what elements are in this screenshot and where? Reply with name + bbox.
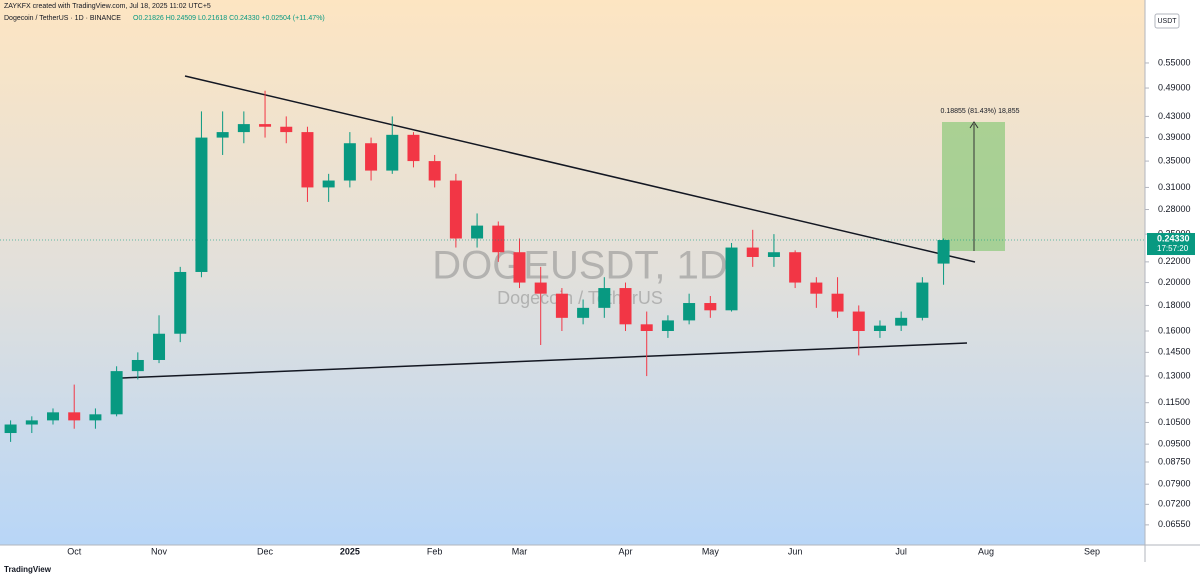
watermark-subtitle: Dogecoin / TetherUS [497, 288, 663, 308]
x-tick-label: Jul [895, 546, 907, 556]
candle-body [343, 143, 356, 181]
candle-body [428, 161, 441, 181]
candle-body [68, 412, 81, 421]
last-price-label: 0.24330 [1157, 233, 1190, 243]
y-tick-label: 0.49000 [1158, 82, 1191, 92]
x-tick-label: 2025 [340, 546, 360, 556]
y-tick-label: 0.07200 [1158, 499, 1191, 509]
x-tick-label: Dec [257, 546, 274, 556]
candle-body [89, 414, 102, 421]
candle-body [301, 132, 314, 188]
x-tick-label: Oct [67, 546, 82, 556]
candle-body [110, 371, 123, 415]
candle-body [916, 282, 929, 318]
candle-body [259, 124, 272, 127]
y-tick-label: 0.31000 [1158, 182, 1191, 192]
candle-body [237, 124, 250, 133]
candle-body [555, 293, 568, 318]
y-tick-label: 0.16000 [1158, 325, 1191, 335]
credit: ZAYKFX created with TradingView.com, Jul… [4, 3, 211, 10]
y-tick-label: 0.43000 [1158, 111, 1191, 121]
lower-trendline [121, 342, 968, 379]
candle-body [661, 320, 674, 331]
currency: USDT [1157, 18, 1177, 25]
candle-body [216, 132, 229, 138]
y-tick-label: 0.22000 [1158, 256, 1191, 266]
ohlc: O0.21826 H0.24509 L0.21618 C0.24330 +0.0… [133, 15, 325, 22]
y-tick-label: 0.20000 [1158, 277, 1191, 287]
symbol: Dogecoin / TetherUS · 1D · BINANCE [4, 15, 121, 22]
candle-body [513, 252, 526, 283]
upper-trendline [184, 75, 976, 263]
y-tick-label: 0.06550 [1158, 519, 1191, 529]
x-tick-label: Nov [151, 546, 168, 556]
candle-body [725, 247, 738, 311]
candle-body [683, 303, 696, 321]
candle-body [131, 359, 144, 372]
candle-body [704, 303, 717, 311]
candle-body [322, 180, 335, 188]
candle-body [471, 225, 484, 239]
y-tick-label: 0.55000 [1158, 57, 1191, 67]
candle-body [153, 333, 166, 360]
candle-body [25, 420, 38, 425]
candle-body [640, 324, 653, 331]
measure-arrowhead [969, 121, 979, 129]
x-tick-label: Mar [512, 546, 528, 556]
candle-body [174, 271, 187, 334]
candle-body [195, 137, 208, 272]
candle-body [810, 282, 823, 294]
candle-body [619, 288, 632, 325]
x-tick-label: Apr [619, 546, 633, 556]
candle-body [47, 412, 60, 421]
y-tick-label: 0.07900 [1158, 479, 1191, 489]
x-tick-label: Feb [427, 546, 443, 556]
candle-body [789, 252, 802, 283]
watermark: DOGEUSDT, 1D [432, 244, 728, 288]
candle-body [534, 282, 547, 294]
candle-body [746, 247, 759, 257]
y-tick-label: 0.11500 [1158, 397, 1190, 407]
candle-body [280, 126, 293, 133]
candle-body [895, 317, 908, 326]
x-tick-label: May [702, 546, 720, 556]
candle-body [365, 143, 378, 171]
candle-body [598, 288, 611, 308]
currency-box [1154, 13, 1180, 29]
y-tick-label: 0.39000 [1158, 132, 1191, 142]
x-tick-label: Aug [978, 546, 994, 556]
measure-label: 0.18855 (81.43%) 18,855 [940, 108, 1019, 115]
countdown: 17:57:20 [1157, 244, 1189, 253]
last-price-tag [1147, 233, 1195, 256]
candle-body [873, 325, 886, 331]
y-tick-label: 0.13000 [1158, 370, 1191, 380]
candle-body [577, 307, 590, 318]
x-tick-label: Sep [1084, 546, 1100, 556]
y-tick-label: 0.10500 [1158, 417, 1191, 427]
candle-body [937, 240, 950, 264]
y-tick-label: 0.28000 [1158, 204, 1191, 214]
candle-body [407, 134, 420, 162]
x-tick-label: Jun [788, 546, 803, 556]
plot-background [0, 0, 1145, 545]
candle-body [831, 293, 844, 312]
brand: TradingView [4, 565, 52, 574]
candle-body [386, 134, 399, 171]
candle-body [449, 180, 462, 239]
y-tick-label: 0.14500 [1158, 347, 1191, 357]
y-tick-label: 0.35000 [1158, 155, 1191, 165]
y-tick-label: 0.18000 [1158, 300, 1191, 310]
candle-body [852, 311, 865, 331]
candle-body [492, 225, 505, 253]
y-tick-label: 0.09500 [1158, 439, 1191, 449]
candle-body [4, 424, 17, 434]
candle-body [767, 252, 780, 257]
y-tick-label: 0.08750 [1158, 456, 1191, 466]
